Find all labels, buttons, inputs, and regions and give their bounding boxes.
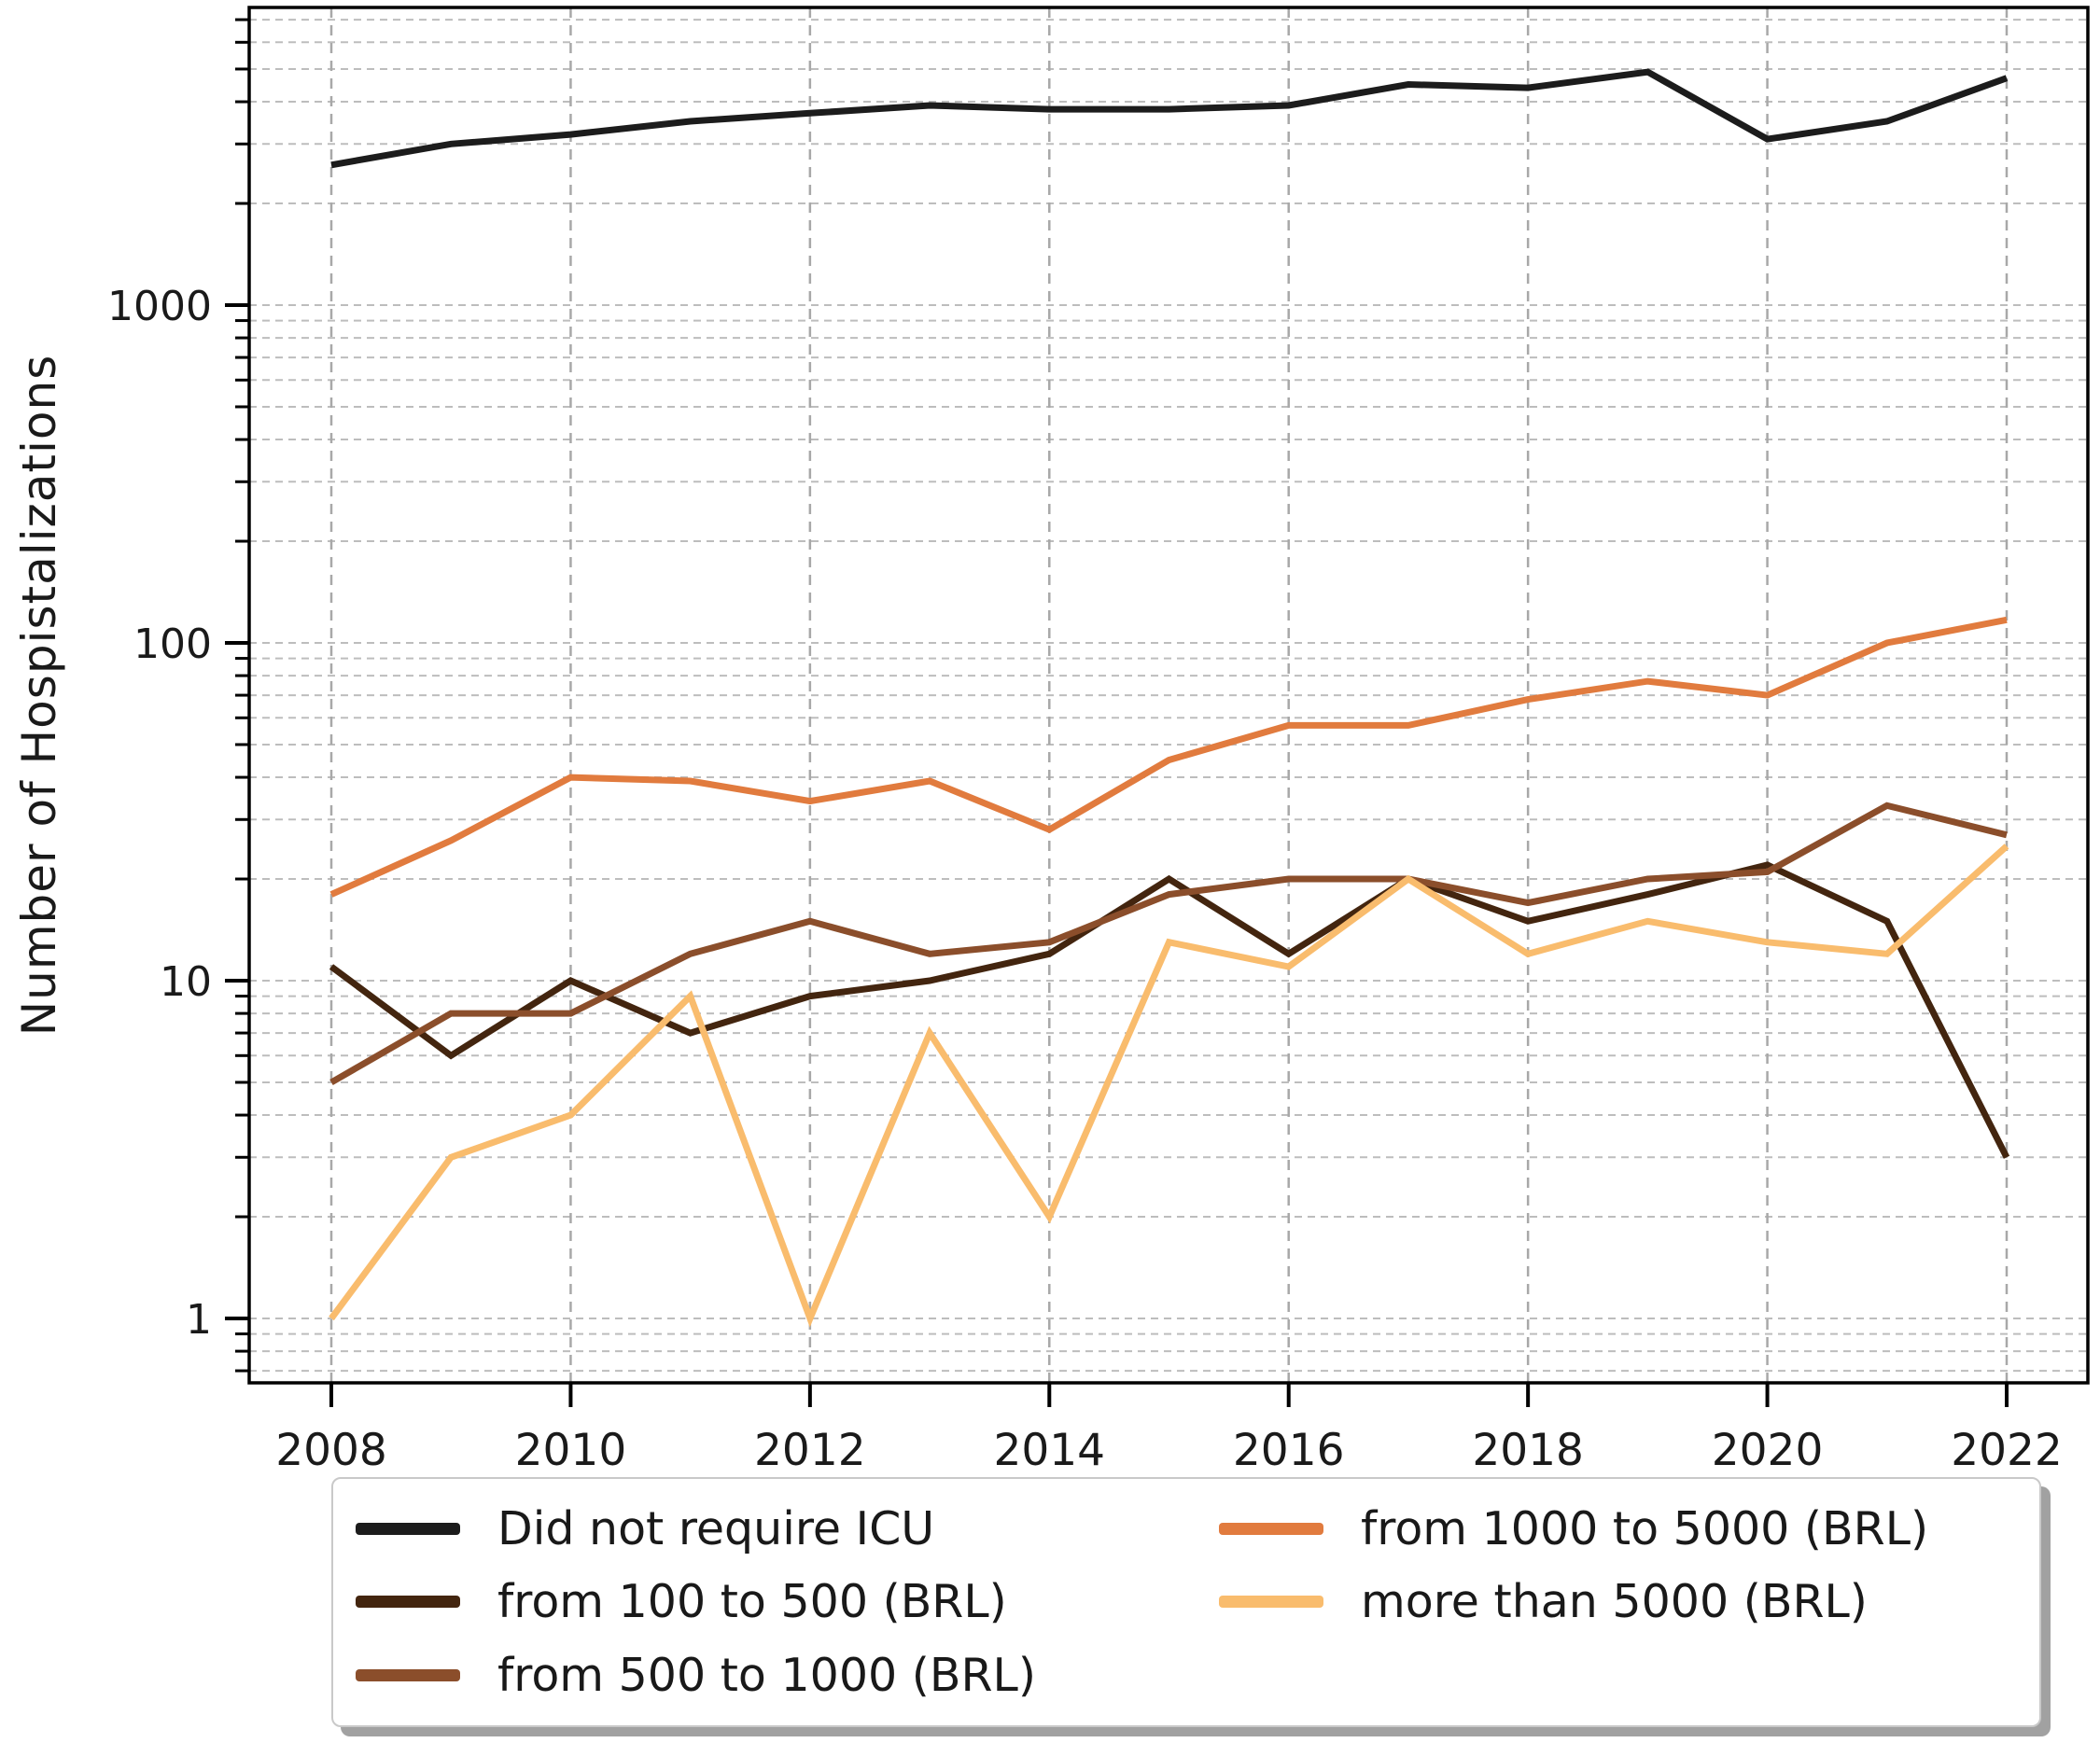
legend-label: from 1000 to 5000 (BRL) [1361, 1501, 1929, 1555]
gridlines [249, 7, 2088, 1383]
x-tick-label: 2016 [1233, 1425, 1345, 1476]
x-tick-label: 2010 [515, 1425, 627, 1476]
x-tick-label: 2012 [754, 1425, 866, 1476]
legend-item: from 100 to 500 (BRL) [356, 1566, 1219, 1639]
series-line-3 [329, 616, 2008, 898]
y-tick-label: 10 [160, 958, 212, 1006]
y-tick-label: 1000 [107, 283, 212, 330]
legend-label: from 500 to 1000 (BRL) [497, 1649, 1036, 1703]
legend-label: from 100 to 500 (BRL) [497, 1575, 1007, 1629]
legend-line-swatch [1219, 1522, 1323, 1535]
series-line-4 [329, 844, 2009, 1328]
x-tick-label: 2014 [993, 1425, 1105, 1476]
axes: 1 10 100 1000 2008 2010 2012 2014 2016 2018 2020 20… [107, 6, 2090, 1476]
legend-line-swatch [1219, 1596, 1323, 1609]
y-tick-label: 1 [186, 1296, 212, 1344]
x-tick-label: 2018 [1472, 1425, 1584, 1476]
legend-item: Did not require ICU [356, 1492, 1219, 1566]
legend-label: more than 5000 (BRL) [1361, 1575, 1868, 1629]
legend-item: more than 5000 (BRL) [1219, 1566, 2039, 1639]
legend: Did not require ICU from 100 to 500 (BRL… [331, 1477, 2041, 1727]
legend-item: from 1000 to 5000 (BRL) [1219, 1492, 2039, 1566]
legend-line-swatch [356, 1522, 460, 1535]
x-tick-label: 2008 [275, 1425, 387, 1476]
y-tick-label: 100 [133, 621, 212, 668]
legend-label: Did not require ICU [497, 1501, 935, 1555]
series-line-1 [329, 861, 2010, 1159]
legend-item: from 500 to 1000 (BRL) [356, 1638, 1219, 1712]
y-axis-label: Number of Hospistalizations [12, 354, 66, 1037]
series-line-2 [329, 802, 2008, 1086]
x-tick-label: 2022 [1951, 1425, 2063, 1476]
series-lines [329, 68, 2010, 1328]
series-line-0 [330, 68, 2009, 169]
legend-line-swatch [356, 1596, 460, 1609]
x-tick-label: 2020 [1712, 1425, 1824, 1476]
legend-line-swatch [356, 1669, 460, 1682]
